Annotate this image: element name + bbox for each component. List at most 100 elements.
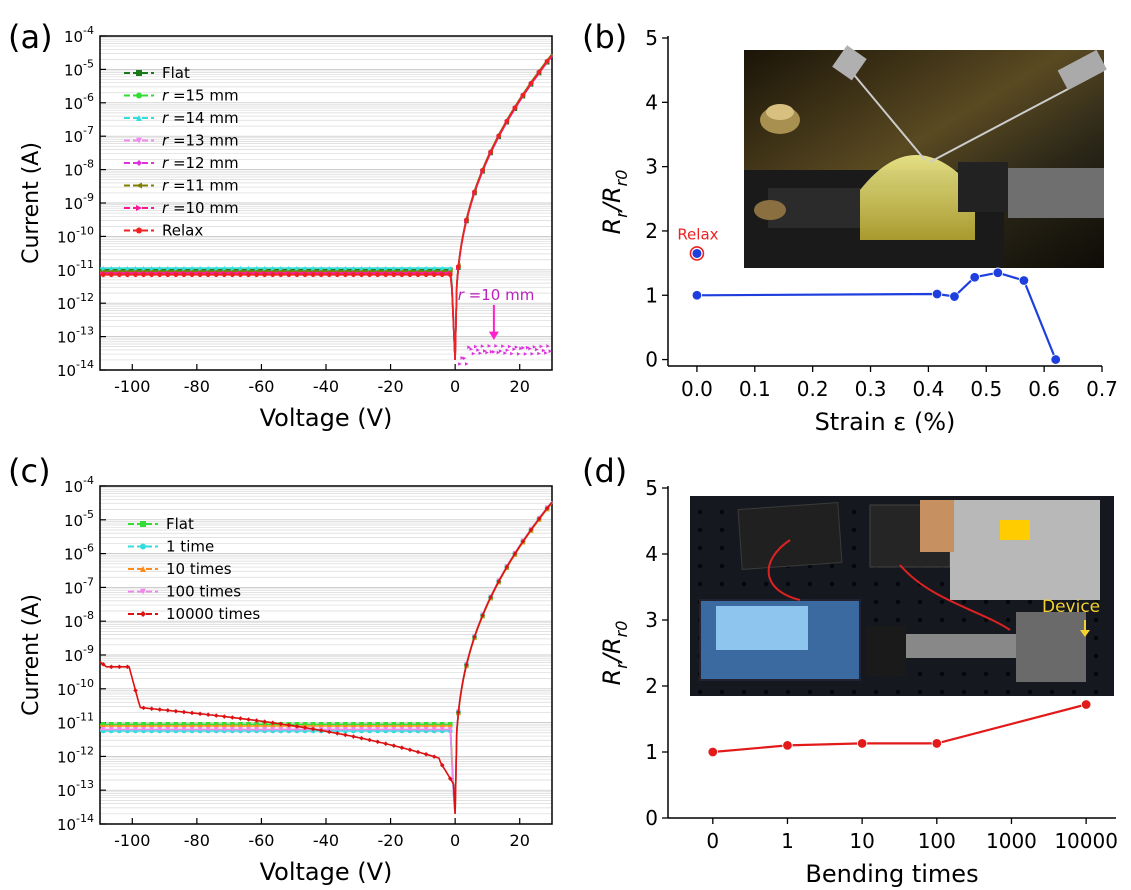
data-point <box>310 265 316 271</box>
panel-d: (d) Device 0 1 2 3 4 5 0 1 10 100 1000 10000 Bending… <box>582 452 1118 888</box>
series-line <box>712 703 1087 754</box>
data-point <box>423 265 429 271</box>
data-point <box>464 362 469 366</box>
data-point <box>523 352 528 356</box>
x-tick-label: 1000 <box>986 829 1037 853</box>
data-point <box>173 727 179 732</box>
data-point <box>503 351 507 355</box>
data-point <box>498 349 503 353</box>
data-point <box>278 265 284 271</box>
data-point <box>505 348 510 352</box>
data-point <box>504 118 510 124</box>
data-point <box>318 272 324 278</box>
data-point <box>262 272 267 278</box>
data-series <box>691 267 1061 365</box>
y-axis-label: Current (A) <box>19 142 44 264</box>
data-point <box>512 105 518 111</box>
data-point <box>407 727 413 732</box>
data-point <box>375 265 380 271</box>
data-point <box>539 344 544 349</box>
data-point <box>246 717 251 722</box>
data-point <box>278 727 284 732</box>
data-point <box>141 727 146 732</box>
data-point <box>423 272 429 278</box>
data-point <box>856 738 868 749</box>
data-point <box>931 738 943 749</box>
data-point <box>157 265 163 271</box>
panel-label-b: (b) <box>582 18 627 56</box>
legend: Flat r =15 mm r =14 mm r =13 mm r =12 mm r =1… <box>124 64 239 240</box>
panel-a: (a) 10-14 10-13 10-12 10-11 10-10 10-9 10-8 10-… <box>8 18 553 432</box>
data-point <box>448 776 453 782</box>
x-tick-label: 20 <box>510 831 530 850</box>
data-point <box>100 272 106 278</box>
data-point <box>992 267 1004 278</box>
data-point <box>448 272 453 278</box>
data-point <box>931 288 943 300</box>
data-point <box>238 727 243 732</box>
data-point <box>478 351 483 356</box>
data-point <box>197 727 203 732</box>
y-tick-label: 10-5 <box>64 508 94 530</box>
data-point <box>501 344 505 348</box>
data-point <box>302 725 308 730</box>
data-series <box>707 699 1092 758</box>
data-point <box>456 264 461 269</box>
data-point <box>125 272 130 278</box>
data-point <box>270 727 276 732</box>
x-tick-label: 0 <box>450 377 460 396</box>
data-point <box>326 265 332 271</box>
data-point <box>548 349 553 354</box>
data-point <box>310 272 316 278</box>
data-point <box>351 734 356 739</box>
legend-marker <box>140 521 146 527</box>
data-point <box>246 727 251 732</box>
data-point <box>343 727 348 732</box>
data-point <box>525 345 530 350</box>
y-tick-label: 10-7 <box>64 124 94 146</box>
data-point <box>367 727 372 732</box>
data-point <box>359 272 364 278</box>
x-tick-label: 20 <box>510 377 530 396</box>
data-point <box>399 272 405 278</box>
data-point <box>359 265 364 271</box>
data-point <box>460 356 465 360</box>
data-point <box>125 265 130 271</box>
data-point <box>286 272 292 278</box>
x-tick-label: -20 <box>378 377 404 396</box>
legend-label: r =13 mm <box>162 132 239 150</box>
data-point <box>133 272 138 278</box>
legend-marker <box>140 588 146 595</box>
data-point <box>189 727 195 732</box>
data-point <box>205 272 211 278</box>
data-point <box>448 727 453 732</box>
data-point <box>415 727 421 732</box>
data-point <box>407 265 413 271</box>
data-point <box>286 727 292 732</box>
data-point <box>133 265 138 271</box>
data-point <box>487 344 492 348</box>
x-tick-label: -20 <box>378 831 404 850</box>
data-point <box>537 351 541 356</box>
y-axis-label: Rr/Rr0 <box>598 170 631 235</box>
data-point <box>546 344 550 348</box>
data-point <box>544 506 550 511</box>
data-point <box>318 728 324 733</box>
data-point <box>197 265 203 271</box>
data-point <box>536 69 542 75</box>
y-tick-label: 0 <box>645 348 658 372</box>
data-point <box>117 272 122 278</box>
data-point <box>213 727 219 732</box>
data-point <box>117 727 122 732</box>
data-point <box>480 613 485 618</box>
data-point <box>530 352 535 356</box>
data-point <box>181 265 187 271</box>
data-point <box>197 272 203 278</box>
data-point <box>100 661 106 667</box>
data-point <box>536 516 542 522</box>
data-point <box>1080 699 1092 710</box>
data-point <box>189 265 195 271</box>
legend-marker <box>140 566 146 572</box>
x-tick-label: 0.6 <box>1028 377 1060 401</box>
data-point <box>246 265 251 271</box>
